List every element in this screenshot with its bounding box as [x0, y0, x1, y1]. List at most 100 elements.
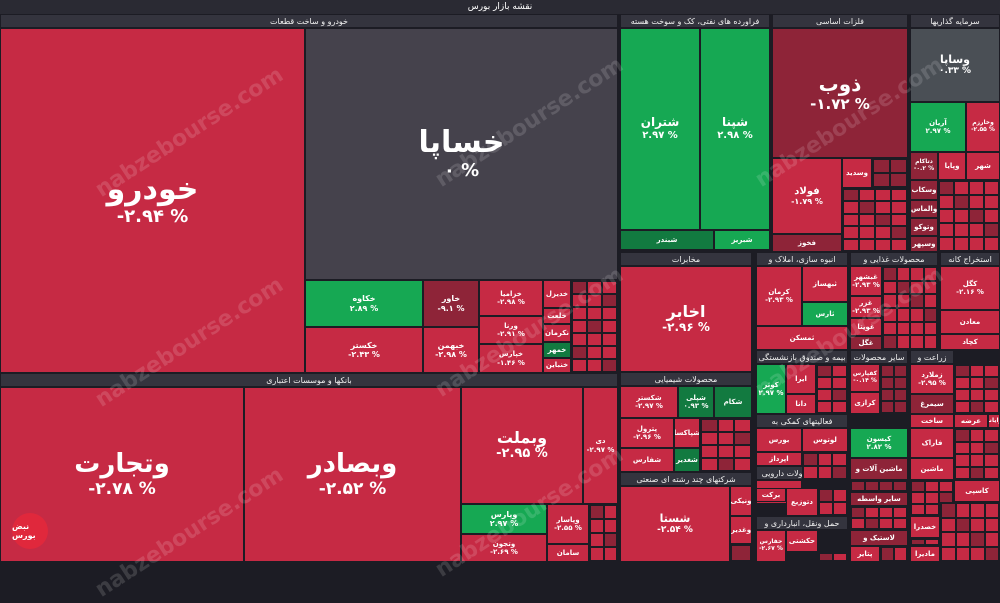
minor-stock-tile[interactable]: [700, 418, 752, 472]
minor-cell[interactable]: [984, 195, 999, 209]
stock-tile[interactable]: حکشتی: [786, 530, 818, 552]
stock-tile[interactable]: کفپارس -۰.۱۴ %: [850, 364, 880, 392]
minor-cell[interactable]: [590, 547, 604, 561]
minor-cell[interactable]: [923, 267, 937, 281]
minor-cell[interactable]: [984, 466, 999, 479]
minor-stock-tile[interactable]: [954, 364, 1000, 414]
stock-tile[interactable]: زملارد -۲.۹۵ %: [910, 364, 954, 394]
minor-cell[interactable]: [969, 401, 985, 413]
minor-cell[interactable]: [923, 294, 937, 308]
stock-tile[interactable]: سامان: [547, 544, 589, 562]
stock-tile[interactable]: اپرداز: [756, 452, 802, 466]
minor-cell[interactable]: [939, 223, 954, 237]
stock-tile[interactable]: اخابر -۲.۹۶ %: [620, 266, 752, 372]
stock-tile[interactable]: ذوب -۱.۷۲ %: [772, 28, 908, 158]
minor-cell[interactable]: [891, 226, 907, 239]
minor-cell[interactable]: [602, 346, 617, 359]
minor-cell[interactable]: [893, 507, 907, 518]
minor-cell[interactable]: [701, 432, 718, 445]
minor-cell[interactable]: [941, 532, 956, 547]
minor-cell[interactable]: [970, 532, 985, 547]
stock-tile[interactable]: غبشهر -۲.۹۳ %: [850, 266, 882, 296]
minor-cell[interactable]: [843, 238, 859, 251]
minor-cell[interactable]: [819, 553, 833, 561]
stock-tile[interactable]: شغدیر: [674, 448, 700, 472]
minor-cell[interactable]: [939, 195, 954, 209]
minor-cell[interactable]: [896, 308, 910, 322]
stock-tile[interactable]: رایانه: [988, 414, 1000, 428]
minor-cell[interactable]: [984, 503, 999, 518]
stock-tile[interactable]: ماشین: [910, 458, 954, 480]
stock-tile[interactable]: وبصادر -۲.۵۲ %: [244, 387, 461, 562]
minor-cell[interactable]: [969, 454, 985, 467]
minor-cell[interactable]: [911, 492, 925, 504]
minor-stock-tile[interactable]: [880, 546, 908, 562]
minor-cell[interactable]: [923, 335, 937, 349]
minor-cell[interactable]: [970, 546, 985, 561]
minor-stock-tile[interactable]: [910, 480, 954, 516]
minor-cell[interactable]: [717, 458, 735, 471]
minor-cell[interactable]: [879, 518, 893, 529]
stock-tile[interactable]: ایرا: [786, 364, 816, 394]
stock-tile[interactable]: خپارس -۱.۴۶ %: [479, 344, 543, 373]
minor-cell[interactable]: [883, 321, 897, 336]
minor-cell[interactable]: [603, 547, 617, 561]
minor-cell[interactable]: [590, 533, 604, 547]
minor-cell[interactable]: [859, 213, 875, 227]
stock-tile[interactable]: شستا -۲.۵۴ %: [620, 486, 730, 562]
minor-cell[interactable]: [925, 492, 939, 504]
minor-stock-tile[interactable]: [938, 180, 1000, 252]
minor-cell[interactable]: [925, 539, 939, 545]
stock-tile[interactable]: شبندر: [620, 230, 714, 250]
stock-tile[interactable]: وپاسار -۲.۵۵ %: [547, 504, 589, 544]
minor-stock-tile[interactable]: [940, 502, 1000, 562]
minor-cell[interactable]: [954, 209, 969, 223]
minor-cell[interactable]: [984, 429, 999, 442]
stock-tile[interactable]: ثبهساز: [802, 266, 848, 302]
minor-cell[interactable]: [970, 517, 985, 532]
minor-cell[interactable]: [859, 189, 875, 202]
minor-cell[interactable]: [875, 201, 891, 214]
minor-cell[interactable]: [890, 159, 907, 173]
minor-cell[interactable]: [851, 481, 865, 491]
minor-cell[interactable]: [941, 546, 956, 561]
minor-cell[interactable]: [891, 189, 907, 202]
minor-stock-tile[interactable]: [589, 504, 618, 562]
stock-tile[interactable]: غگل: [850, 336, 882, 350]
stock-tile[interactable]: سیمرغ: [910, 394, 954, 414]
stock-tile[interactable]: پترول -۲.۹۶ %: [620, 418, 674, 448]
minor-cell[interactable]: [817, 389, 832, 401]
stock-tile[interactable]: کیسون ۲.۸۲ %: [850, 428, 908, 458]
stock-tile[interactable]: ساخت: [910, 414, 954, 428]
stock-tile[interactable]: والماس: [910, 200, 938, 218]
minor-cell[interactable]: [896, 321, 910, 336]
minor-cell[interactable]: [883, 294, 897, 308]
minor-cell[interactable]: [939, 237, 954, 251]
minor-cell[interactable]: [833, 502, 847, 515]
minor-cell[interactable]: [572, 346, 587, 359]
minor-cell[interactable]: [984, 389, 999, 401]
minor-cell[interactable]: [701, 458, 718, 471]
minor-cell[interactable]: [859, 238, 875, 251]
minor-cell[interactable]: [587, 359, 602, 372]
minor-cell[interactable]: [881, 401, 894, 413]
minor-cell[interactable]: [832, 389, 847, 401]
minor-cell[interactable]: [969, 429, 985, 442]
minor-cell[interactable]: [833, 553, 847, 561]
minor-cell[interactable]: [955, 517, 970, 532]
minor-cell[interactable]: [984, 532, 999, 547]
minor-cell[interactable]: [910, 267, 924, 281]
minor-cell[interactable]: [843, 213, 859, 227]
minor-cell[interactable]: [984, 517, 999, 532]
minor-cell[interactable]: [717, 432, 735, 445]
minor-cell[interactable]: [843, 189, 859, 202]
minor-cell[interactable]: [701, 445, 718, 458]
minor-stock-tile[interactable]: [880, 364, 908, 414]
minor-cell[interactable]: [954, 223, 969, 237]
minor-cell[interactable]: [883, 335, 897, 349]
stock-tile[interactable]: معادن: [940, 310, 1000, 334]
minor-cell[interactable]: [803, 453, 818, 466]
minor-cell[interactable]: [819, 489, 833, 502]
minor-cell[interactable]: [969, 377, 985, 389]
minor-cell[interactable]: [969, 365, 985, 377]
